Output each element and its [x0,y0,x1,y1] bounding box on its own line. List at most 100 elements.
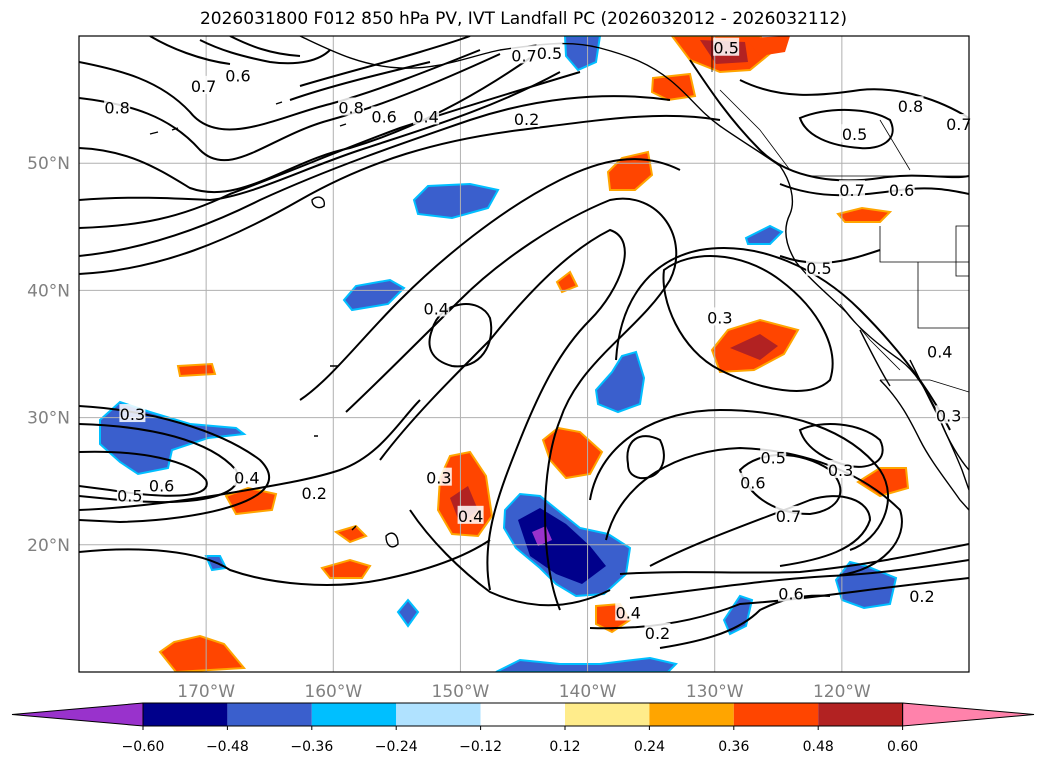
contour-label-bg [413,106,440,125]
contour-label-bg [190,75,217,94]
contour-line [798,423,884,468]
political-borders [711,36,969,393]
colorbar: −0.60 −0.48 −0.36 −0.24 −0.12 0.12 0.24 0.36 0.4… [11,702,1035,755]
pv-blob-neg-15n [722,594,754,636]
contour-line [299,158,681,401]
contour-line [409,509,611,607]
contour-line [662,255,834,392]
lat-tick-label: 50°N [27,154,70,174]
contour-label-bg [888,180,915,199]
contour-label-bg [457,505,484,524]
colorbar-extend-low [11,702,144,727]
lon-tick-label: 130°W [686,682,744,702]
contour-line [629,559,969,599]
contour-label: 0.2 [301,484,326,503]
contour-label: 0.5 [760,448,785,467]
contour-label-bg [423,298,450,317]
pv-blob-neg-14n-small [396,598,420,628]
contour-label-bg [706,307,733,326]
colorbar-segment [818,703,903,726]
contour-line [619,543,969,575]
pv-blob-36n [710,318,800,374]
contour-line [615,247,951,431]
contour-label-bg [644,622,671,641]
contour-label: 0.3 [120,405,145,424]
contour-label-bg [908,585,935,604]
pv-blob-12n [158,634,247,672]
contour-label: 0.7 [776,507,801,526]
contour-label: 0.4 [927,343,952,362]
pv-blob-neg-bottom [495,656,678,672]
lon-tick-label: 160°W [304,682,362,702]
contour-line [779,183,969,197]
contour-label-bg [839,180,866,199]
colorbar-tick-label: 0.12 [549,739,580,755]
contour-line [79,450,208,497]
contour-label-bg [371,106,398,125]
coast-islands [149,101,399,548]
colorbar-tick-label: −0.12 [459,739,502,755]
contour-label-bg [739,472,766,491]
colorbar-tick-label: −0.60 [122,739,165,755]
contour-label-bg [233,467,260,486]
colorbar-segment [565,703,650,726]
contour-label-bg [536,42,563,61]
contour-label-bg [827,460,854,479]
lon-tick-label: 170°W [177,682,235,702]
pv-blob-small-20n [333,524,368,544]
contour-label: 0.8 [104,99,129,118]
contour-label-bg [926,341,953,360]
latitude-labels: 20°N 30°N 40°N 50°N [27,154,70,556]
colorbar-tick-label: −0.48 [206,739,249,755]
contour-line [379,228,626,591]
contour-label-bg [116,485,143,504]
coast-mexico [879,379,969,511]
contour-line [289,61,431,101]
pv-shading [99,36,910,672]
contour-label: 0.6 [889,181,914,200]
colorbar-frame [142,702,904,727]
contour-line [79,53,501,162]
map-frame [78,35,970,673]
contour-label-bg [945,114,972,133]
contour-label-bg [224,65,251,84]
pv-blob-gulf-alaska [650,72,697,102]
map-title: 2026031800 F012 850 hPa PV, IVT Landfall… [199,9,847,29]
contour-line [79,114,721,275]
contour-line [79,399,421,511]
contour-label-bg [897,96,924,115]
contour-label: 0.7 [946,115,971,134]
contour-label: 0.4 [616,603,641,622]
contour-line [739,79,969,119]
contour-label: 0.2 [514,110,539,129]
pv-blob-oregon [836,206,893,223]
coast-baja [859,329,891,387]
contour-label-bg [338,97,365,116]
lat-tick-label: 20°N [27,536,70,556]
contour-label: 0.6 [371,107,396,126]
contour-line [79,539,491,586]
lat-tick-label: 40°N [27,281,70,301]
contour-label-bg [148,475,175,494]
colorbar-segment [311,703,397,726]
lon-tick-label: 150°W [432,682,490,702]
pv-blob-18n [320,558,372,579]
contour-label-bg [778,583,804,602]
pv-blob-23n-west [224,486,278,516]
colorbar-tick-label: 0.36 [718,739,749,755]
contour-label: 0.5 [806,259,831,278]
contour-line [689,59,969,182]
contour-label: 0.4 [413,107,438,126]
contour-label: 0.4 [424,299,449,318]
border-us-mexico [880,379,969,393]
border-alaska [711,36,911,171]
contour-line [149,36,231,65]
contour-label-bg [119,404,146,423]
contour-label: 0.6 [149,476,174,495]
contour-line [649,495,872,567]
pv-blob-27n [541,426,604,480]
contour-label: 0.5 [117,486,142,505]
contour-label: 0.2 [909,587,934,606]
colorbar-tick-label: 0.24 [634,739,665,755]
longitude-labels: 170°W 160°W 150°W 140°W 130°W 120°W [177,682,871,702]
